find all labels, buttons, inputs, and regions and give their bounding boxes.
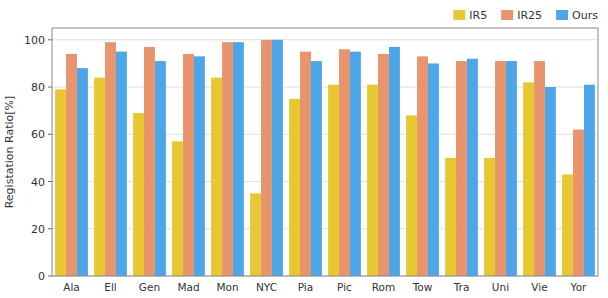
bar xyxy=(183,54,194,276)
tick-label: 20 xyxy=(31,223,45,236)
bar xyxy=(311,61,322,276)
legend-label: IR25 xyxy=(517,9,542,22)
bar xyxy=(300,52,311,276)
bar xyxy=(534,61,545,276)
chart-container: 0 20 40 60 80 100 Registation Ratio[%] Ala Ell Ge… xyxy=(0,0,608,298)
grid-line xyxy=(52,39,598,40)
axis-label: Registation Ratio[%] xyxy=(3,96,16,209)
tick-label: Gen xyxy=(139,281,160,293)
legend-swatch xyxy=(556,10,568,20)
tick-label: Ell xyxy=(104,281,116,293)
legend-swatch xyxy=(453,10,465,20)
tick-label: 80 xyxy=(31,81,45,94)
bar xyxy=(250,193,261,276)
bar xyxy=(367,85,378,276)
bar xyxy=(172,141,183,276)
bar xyxy=(55,89,66,276)
legend-item: IR25 xyxy=(501,9,542,22)
bar xyxy=(222,42,233,276)
bar xyxy=(495,61,506,276)
tick-label: Tow xyxy=(412,281,433,293)
bar xyxy=(445,158,456,276)
tick-label: 100 xyxy=(24,34,45,47)
tick-label: Mon xyxy=(216,281,238,293)
tick-label: NYC xyxy=(256,281,277,293)
legend-label: Ours xyxy=(572,9,598,22)
bar xyxy=(144,47,155,276)
tick-label: 60 xyxy=(31,128,45,141)
tick-label: 40 xyxy=(31,176,45,189)
tick-mark xyxy=(48,134,52,135)
bar xyxy=(105,42,116,276)
bar xyxy=(484,158,495,276)
tick-label: Uni xyxy=(492,281,509,293)
bar xyxy=(194,56,205,276)
tick-label: Ala xyxy=(63,281,80,293)
tick-label: Pic xyxy=(337,281,352,293)
bar xyxy=(428,63,439,276)
bar xyxy=(155,61,166,276)
bar xyxy=(562,174,573,276)
bar xyxy=(467,59,478,276)
bar xyxy=(328,85,339,276)
bar xyxy=(378,54,389,276)
bar xyxy=(211,78,222,276)
bar xyxy=(77,68,88,276)
tick-mark xyxy=(48,228,52,229)
tick-label: Rom xyxy=(372,281,395,293)
bar xyxy=(94,78,105,276)
bar xyxy=(66,54,77,276)
tick-mark xyxy=(48,181,52,182)
bar xyxy=(406,115,417,276)
bar xyxy=(523,82,534,276)
y-axis: 0 20 40 60 80 100 xyxy=(24,34,52,283)
bar xyxy=(272,40,283,276)
legend-swatch xyxy=(501,10,513,20)
bar xyxy=(350,52,361,276)
grid xyxy=(52,40,598,276)
bar xyxy=(289,99,300,276)
legend-item: Ours xyxy=(556,9,598,22)
bar xyxy=(506,61,517,276)
bar xyxy=(573,130,584,276)
tick-label: Vie xyxy=(531,281,547,293)
bar xyxy=(261,40,272,276)
chart: 0 20 40 60 80 100 Registation Ratio[%] Ala Ell Ge… xyxy=(0,0,608,298)
bar xyxy=(339,49,350,276)
tick-mark xyxy=(48,39,52,40)
legend: IR5 IR25 Ours xyxy=(453,9,598,22)
tick-label: 0 xyxy=(38,270,45,283)
tick-label: Pia xyxy=(298,281,313,293)
tick-label: Yor xyxy=(570,281,587,293)
bar xyxy=(584,85,595,276)
tick-label: Tra xyxy=(453,281,470,293)
bars xyxy=(55,40,595,276)
bar xyxy=(389,47,400,276)
bar xyxy=(116,52,127,276)
tick-label: Mad xyxy=(177,281,199,293)
x-axis: Ala Ell Gen Mad Mon NYC Pia Pic Rom Tow Tra Uni Vie Y… xyxy=(63,281,587,293)
plot-frame xyxy=(52,28,598,276)
tick-mark xyxy=(48,87,52,88)
bar xyxy=(545,87,556,276)
bar xyxy=(233,42,244,276)
bar xyxy=(417,56,428,276)
legend-item: IR5 xyxy=(453,9,487,22)
legend-label: IR5 xyxy=(469,9,487,22)
bar xyxy=(456,61,467,276)
bar xyxy=(133,113,144,276)
tick-mark xyxy=(48,276,52,277)
